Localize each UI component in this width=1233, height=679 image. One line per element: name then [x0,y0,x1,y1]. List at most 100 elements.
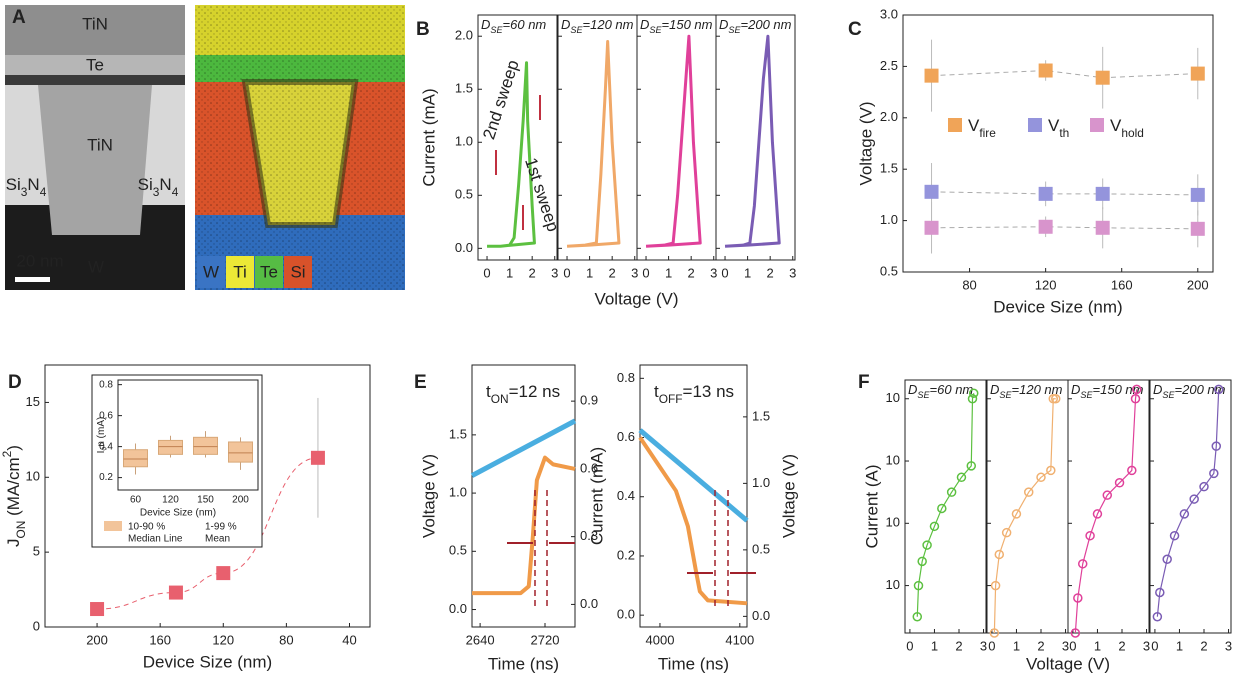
inset-x-label: Device Size (nm) [140,508,216,519]
inset-x-tick-label: 60 [130,495,142,506]
y-tick-label: 10 [26,469,40,484]
y-axis-label: Current (A) [862,464,881,548]
point [1190,66,1205,81]
y-tick-label: 0.0 [580,596,598,611]
y-tick-label: 2.5 [880,58,898,73]
box [158,439,183,455]
y-tick-label: 2.0 [455,28,473,43]
curve [566,40,621,248]
trend-line [931,226,1198,230]
subplot-title: DSE=120 nm [561,17,634,35]
inset-y-label: Ion (mA) [96,417,109,454]
point [168,585,183,600]
x-tick-label: 2640 [466,632,495,647]
point [946,487,957,497]
y-axis-label: Current (mA) [587,447,606,545]
inset-legend-label: Mean [205,534,230,545]
image-label: TiN [87,135,113,154]
curve [993,398,1056,634]
x-axis-label: Voltage (V) [594,289,678,308]
panel-label: A [12,7,26,28]
trace [470,418,577,478]
y-tick-label: 15 [26,394,40,409]
y-tick-label: 0.4 [99,441,113,452]
x-tick-label: 3 [1143,638,1150,653]
point [1102,490,1113,500]
y-tick-label: 0.0 [752,608,770,623]
legend-swatch [1090,118,1104,132]
point [1038,219,1053,234]
x-tick-label: 1 [1176,638,1183,653]
point [1095,220,1110,235]
x-tick-label: 0 [721,265,728,280]
box [123,449,148,468]
plot-frame [639,364,748,628]
point [966,461,977,471]
image-label: TiN [82,14,108,33]
x-tick-label: 1 [665,265,672,280]
scale-bar [15,277,50,282]
x-tick-label: 3 [1225,638,1232,653]
point [1038,186,1053,201]
curve [645,34,702,248]
point [1209,468,1219,479]
point [1162,554,1172,565]
y-tick-label: 0.5 [449,543,467,558]
x-tick-label: 1 [744,265,751,280]
x-tick-label: 2 [1037,638,1044,653]
image-label: 20 nm [16,251,63,270]
point [1023,487,1034,497]
point [956,472,967,483]
y-tick-label: 10 [886,452,900,467]
y-tick-label: 2.0 [880,109,898,124]
y-tick-label: 0.5 [752,541,770,556]
point [1050,393,1061,404]
point [1036,472,1046,483]
tem-images [5,5,405,290]
x-tick-label: 2 [1118,638,1125,653]
point [917,556,927,567]
point [1199,481,1209,492]
panel-label: B [416,19,430,40]
point [1085,530,1095,541]
panel-label: D [8,372,22,393]
y-tick-label: 1.5 [752,408,770,423]
x-tick-label: 2 [609,265,616,280]
point [989,628,1000,638]
point [1127,465,1137,476]
x-tick-label: 4100 [725,632,754,647]
point [1211,441,1222,451]
trend-line [931,191,1198,196]
point [216,566,231,581]
plot-frame [636,14,717,261]
tin-plug [38,85,152,235]
x-axis-label: Device Size (nm) [143,652,272,671]
point [1001,527,1012,538]
inset-legend-swatch [104,521,122,531]
x-tick-label: 2 [767,265,774,280]
tin-top [5,5,185,55]
x-tick-label: 120 [212,632,234,647]
x-tick-label: 160 [1111,277,1133,292]
plot-frame [986,379,1069,634]
y-axis-label: Voltage (V) [419,454,438,538]
element-swatch [255,256,283,288]
box [193,436,218,455]
x-tick-label: 2 [529,265,536,280]
y-tick-label: 0.6 [99,410,113,421]
plot-frame [902,14,1214,273]
y-tick-label: 10 [886,515,900,530]
y-tick-label: 0.0 [455,240,473,255]
x-tick-label: 1 [506,265,513,280]
fit-curve [97,457,318,610]
element-swatch [197,256,225,288]
x-tick-label: 3 [710,265,717,280]
x-tick-label: 2 [955,638,962,653]
x-tick-label: 1 [1013,638,1020,653]
subplot-title: DSE=60 nm [908,382,973,400]
point [1011,509,1022,519]
point [1190,187,1205,202]
y-tick-label: 0.3 [580,528,598,543]
x-tick-label: 160 [149,632,171,647]
x-axis-label: Time (ns) [658,654,729,673]
